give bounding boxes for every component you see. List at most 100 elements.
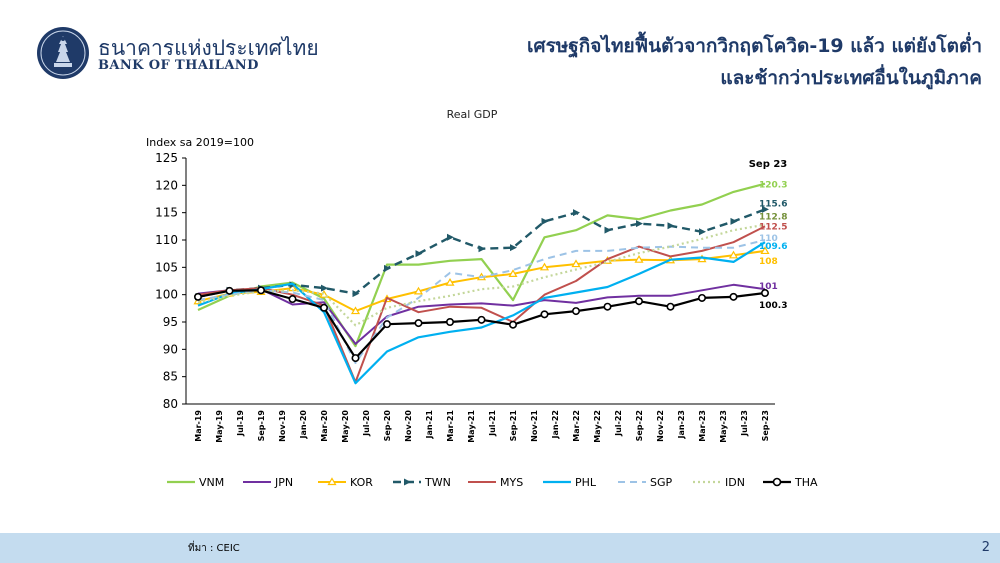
- series-line-phl: [197, 241, 766, 385]
- point-marker-kor: [327, 477, 337, 486]
- x-tick-label: Jan-20: [299, 410, 308, 440]
- y-tick-label: 80: [163, 397, 178, 411]
- point-marker-kor: [728, 250, 739, 259]
- point-marker-tha: [414, 319, 423, 328]
- end-label-kor: 108: [759, 257, 778, 267]
- point-marker-twn: [730, 217, 738, 225]
- point-marker-tha: [508, 320, 517, 329]
- axes: 80 85 90 95 100 105 110 115 120 125 Mar-19 May-19 Ju…: [155, 151, 775, 443]
- y-tick-label: 115: [155, 206, 178, 220]
- y-tick-label: 125: [155, 151, 178, 165]
- legend-label-twn: TWN: [424, 476, 451, 489]
- y-tick-label: 120: [155, 178, 178, 192]
- slide-headline: เศรษฐกิจไทยฟื้นตัวจากวิกฤตโควิด-19 แล้ว …: [462, 30, 982, 94]
- point-marker-twn: [604, 226, 612, 234]
- x-tick-label: Mar-23: [698, 410, 707, 442]
- x-tick-label: May-19: [215, 410, 224, 443]
- footer-bar: ที่มา : CEIC 2: [0, 533, 1000, 563]
- point-marker-tha: [772, 477, 782, 487]
- point-marker-tha: [225, 286, 234, 295]
- x-tick-label: Mar-19: [194, 410, 203, 442]
- series-line-sgp: [197, 239, 766, 364]
- real-gdp-chart: Real GDP Index sa 2019=100 Sep 23 80 85 90…: [146, 108, 818, 489]
- y-tick-label: 105: [155, 260, 178, 274]
- point-marker-kor: [445, 277, 455, 286]
- y-tick-label: 90: [163, 342, 178, 356]
- series-line-idn: [197, 223, 766, 327]
- series-line-jpn: [197, 283, 766, 345]
- point-marker-tha: [256, 286, 265, 295]
- source-note: ที่มา : CEIC: [188, 543, 240, 554]
- point-marker-kor: [571, 259, 581, 268]
- point-marker-tha: [634, 297, 643, 306]
- point-marker-kor: [508, 269, 518, 277]
- x-tick-label: May-20: [341, 410, 350, 443]
- legend-label-tha: THA: [794, 476, 818, 489]
- x-tick-label: Sep-21: [509, 410, 518, 442]
- point-marker-twn: [510, 244, 517, 252]
- point-marker-kor: [350, 306, 361, 315]
- point-marker-twn: [352, 290, 360, 298]
- point-marker-tha: [351, 354, 360, 363]
- x-tick-label: Sep-23: [761, 410, 770, 441]
- x-tick-label: May-22: [593, 410, 602, 443]
- point-marker-tha: [382, 320, 391, 329]
- headline-line-1: เศรษฐกิจไทยฟื้นตัวจากวิกฤตโควิด-19 แล้ว …: [527, 35, 982, 57]
- point-marker-twn: [636, 220, 643, 228]
- point-marker-tha: [571, 307, 580, 316]
- page-number: 2: [981, 540, 990, 555]
- point-marker-tha: [445, 317, 454, 326]
- point-marker-tha: [603, 302, 612, 311]
- x-tick-label: Jul-23: [740, 410, 749, 437]
- point-marker-tha: [477, 315, 486, 324]
- y-axis-label: Index sa 2019=100: [146, 136, 254, 149]
- legend-label-phl: PHL: [575, 476, 597, 489]
- point-marker-tha: [666, 302, 675, 311]
- series-line-vnm: [197, 182, 766, 348]
- series-lines: [193, 182, 770, 385]
- x-tick-label: Nov-19: [278, 410, 287, 442]
- point-marker-twn: [573, 209, 580, 217]
- x-tick-label: Nov-20: [404, 410, 413, 442]
- point-marker-kor: [539, 262, 550, 271]
- x-tick-label: Mar-22: [572, 410, 581, 442]
- point-marker-tha: [729, 292, 738, 301]
- x-tick-label: May-23: [719, 410, 728, 443]
- end-label-jpn: 101: [759, 282, 778, 292]
- point-marker-twn: [415, 250, 423, 258]
- point-marker-kor: [760, 246, 770, 255]
- series-line-mys: [197, 225, 766, 384]
- y-tick-label: 95: [163, 315, 178, 329]
- point-marker-twn: [478, 245, 486, 253]
- chart-title: Real GDP: [447, 108, 498, 121]
- point-marker-tha: [319, 303, 328, 312]
- point-marker-tha: [760, 289, 769, 298]
- x-tick-label: Sep-20: [383, 410, 392, 442]
- point-marker-twn: [699, 228, 706, 236]
- legend: VNM JPN KOR TWN MYS PHL SGP IDN THA: [167, 476, 818, 489]
- point-marker-tha: [194, 292, 203, 301]
- point-marker-twn: [384, 264, 391, 272]
- point-marker-twn: [667, 222, 675, 230]
- x-tick-label: Jul-19: [236, 410, 245, 437]
- headline-line-2: และช้ากว่าประเทศอื่นในภูมิภาค: [720, 67, 982, 89]
- point-marker-tha: [540, 310, 549, 319]
- point-marker-kor: [413, 286, 424, 295]
- legend-label-jpn: JPN: [274, 476, 293, 489]
- x-tick-label: Nov-21: [530, 410, 539, 442]
- end-label-sgp: 110: [759, 234, 778, 244]
- org-name-english: BANK OF THAILAND: [98, 58, 259, 73]
- org-name-thai: ธนาคารแห่งประเทศไทย: [98, 36, 319, 60]
- end-label-idn: 112.8: [759, 213, 787, 223]
- legend-label-kor: KOR: [350, 476, 373, 489]
- point-marker-twn: [404, 478, 411, 486]
- y-tick-label: 100: [155, 288, 178, 302]
- point-marker-kor: [634, 254, 644, 263]
- legend-label-vnm: VNM: [199, 476, 224, 489]
- point-marker-twn: [447, 233, 454, 241]
- x-tick-label: Mar-21: [446, 410, 455, 442]
- end-label-twn: 115.6: [759, 199, 787, 209]
- y-tick-label: 110: [155, 233, 178, 247]
- x-tick-label: Jan-21: [425, 410, 434, 440]
